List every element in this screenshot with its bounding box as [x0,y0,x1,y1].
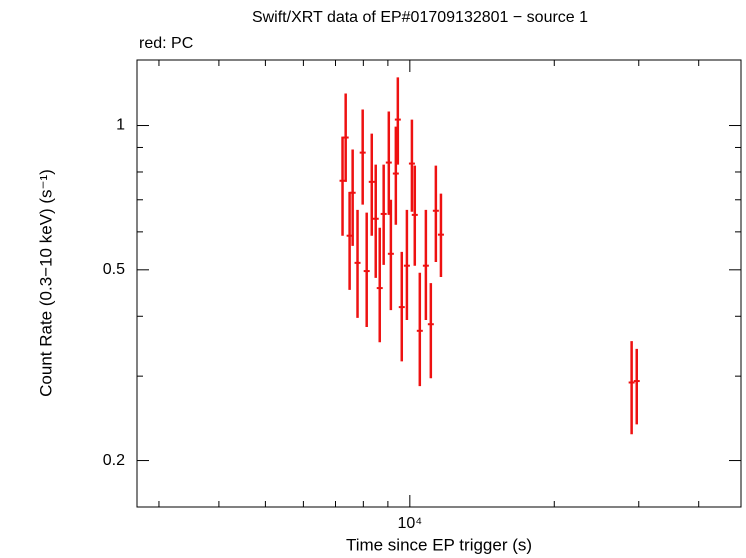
plot-frame [136,59,742,508]
y-axis-label: Count Rate (0.3−10 keV) (s⁻¹) [36,169,55,397]
y-tick-label: 0.2 [103,452,125,469]
y-tick-label: 0.5 [103,261,125,278]
chart-title: Swift/XRT data of EP#01709132801 − sourc… [252,9,588,26]
x-axis-label: Time since EP trigger (s) [346,535,532,554]
x-tick-label: 10⁴ [398,515,423,532]
chart-subtitle: red: PC [139,35,193,52]
y-tick-label: 1 [116,117,125,134]
